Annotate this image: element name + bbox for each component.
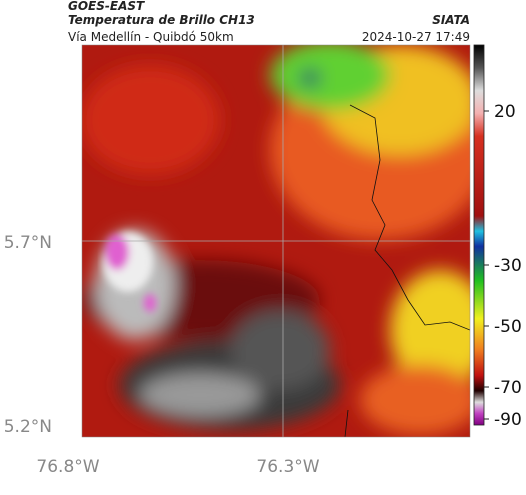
lat-label: 5.2°N bbox=[4, 417, 52, 437]
colorbar-label: -90 bbox=[494, 410, 522, 430]
colorbar-label: 20 bbox=[494, 102, 516, 122]
colorbar-label: -30 bbox=[494, 256, 522, 276]
colorbar-label: -70 bbox=[494, 378, 522, 398]
lon-label: 76.8°W bbox=[36, 457, 99, 477]
satellite-image bbox=[82, 45, 470, 437]
datetime: 2024-10-27 17:49 bbox=[362, 30, 470, 44]
place: Vía Medellín - Quibdó 50km bbox=[68, 30, 234, 44]
title: Temperatura de Brillo CH13 bbox=[68, 13, 255, 27]
org: SIATA bbox=[432, 13, 470, 27]
lon-label: 76.3°W bbox=[256, 457, 319, 477]
colorbar bbox=[473, 44, 485, 426]
lat-label: 5.7°N bbox=[4, 233, 52, 253]
source: GOES-EAST bbox=[68, 0, 145, 13]
colorbar-label: -50 bbox=[494, 317, 522, 337]
